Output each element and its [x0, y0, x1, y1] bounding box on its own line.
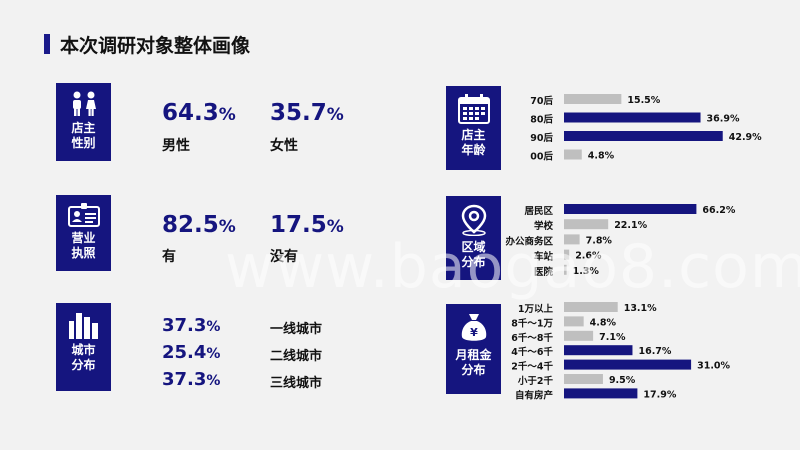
area-category-label: 车站: [534, 251, 554, 263]
license-no-label: 没有: [270, 249, 298, 265]
page-title: 本次调研对象整体画像: [60, 35, 251, 57]
area-category-label: 医院: [534, 266, 554, 278]
rent-bar: [564, 374, 603, 384]
rent-value-label: 9.5%: [609, 375, 636, 386]
rent-bar: [564, 302, 618, 312]
rent-value-label: 4.8%: [590, 317, 617, 328]
rent-category-label: 8千～1万: [511, 317, 553, 329]
male-label: 男性: [162, 138, 190, 154]
area-category-label: 办公商务区: [505, 235, 553, 247]
tier2-label: 二线城市: [270, 349, 323, 364]
city-label-2: 分布: [71, 358, 96, 372]
age-icon-box: 店主 年龄: [446, 86, 501, 170]
rent-category-label: 6千～8千: [511, 332, 553, 344]
rent-category-label: 自有房产: [515, 389, 554, 401]
location-pin-icon: [461, 204, 486, 236]
age-value-label: 36.9%: [707, 114, 740, 125]
rent-category-label: 4千～6千: [511, 346, 553, 358]
rent-bar: [564, 388, 638, 399]
people-icon: [72, 91, 96, 116]
svg-text:¥: ¥: [470, 326, 478, 339]
area-icon-box: 区域 分布: [446, 196, 501, 280]
area-bar: [564, 264, 567, 275]
tier1-label: 一线城市: [270, 322, 323, 337]
age-category-label: 80后: [530, 114, 553, 126]
tier3-label: 三线城市: [270, 376, 323, 391]
age-value-label: 15.5%: [627, 95, 660, 106]
male-value: 64.3%: [162, 100, 236, 126]
rent-icon-box: ¥ 月租金 分布: [446, 304, 501, 394]
rent-label-1: 月租金: [455, 348, 492, 362]
age-value-label: 4.8%: [588, 151, 615, 162]
id-card-icon: [67, 203, 100, 227]
rent-value-label: 16.7%: [638, 346, 671, 357]
license-no-value: 17.5%: [270, 212, 344, 238]
area-value-label: 66.2%: [702, 205, 735, 216]
city-label-1: 城市: [71, 343, 96, 357]
rent-value-label: 13.1%: [624, 303, 657, 314]
age-label-1: 店主: [461, 128, 486, 142]
rent-value-label: 17.9%: [643, 389, 676, 400]
area-value-label: 22.1%: [614, 220, 647, 231]
age-category-label: 00后: [530, 151, 553, 163]
area-label-2: 分布: [461, 255, 486, 269]
area-bar: [564, 234, 580, 245]
area-value-label: 2.6%: [575, 251, 602, 262]
rent-category-label: 1万以上: [518, 303, 554, 315]
age-bar: [564, 112, 701, 123]
rent-category-label: 2千～4千: [511, 361, 553, 373]
license-yes-value: 82.5%: [162, 212, 236, 238]
area-bar: [564, 204, 697, 214]
age-bar: [564, 131, 723, 141]
money-bag-icon: ¥: [461, 314, 486, 341]
license-label-1: 营业: [71, 231, 96, 245]
rent-label-2: 分布: [461, 363, 486, 377]
area-category-label: 学校: [534, 220, 554, 232]
license-yes-label: 有: [162, 249, 176, 265]
calendar-icon: [457, 94, 490, 124]
age-category-label: 70后: [530, 95, 553, 107]
age-bar: [564, 149, 582, 160]
rent-value-label: 31.0%: [697, 361, 730, 372]
area-bar: [564, 249, 570, 260]
area-bar: [564, 219, 609, 230]
rent-bar: [564, 316, 584, 327]
buildings-icon: [68, 313, 98, 339]
title-accent-bar: [44, 34, 50, 54]
female-label: 女性: [270, 138, 298, 154]
age-label-2: 年龄: [461, 143, 486, 157]
license-icon-box: 营业 执照: [56, 195, 111, 271]
rent-bar: [564, 359, 692, 370]
tier1-value: 37.3%: [162, 315, 221, 336]
area-value-label: 7.8%: [586, 235, 613, 246]
rent-value-label: 7.1%: [599, 332, 626, 343]
license-label-2: 执照: [71, 246, 96, 260]
rent-bar: [564, 345, 633, 356]
city-icon-box: 城市 分布: [56, 303, 111, 391]
rent-category-label: 小于2千: [517, 375, 554, 387]
area-label-1: 区域: [461, 240, 486, 254]
area-category-label: 居民区: [524, 206, 553, 217]
gender-icon-box: 店主 性别: [56, 83, 111, 161]
age-value-label: 42.9%: [729, 132, 762, 143]
tier3-value: 37.3%: [162, 369, 221, 390]
age-bar: [564, 94, 622, 104]
tier2-value: 25.4%: [162, 342, 221, 363]
age-category-label: 90后: [530, 132, 553, 144]
gender-label-2: 性别: [71, 136, 96, 150]
gender-label-1: 店主: [71, 121, 96, 135]
female-value: 35.7%: [270, 100, 344, 126]
area-value-label: 1.3%: [573, 266, 600, 277]
rent-bar: [564, 330, 594, 341]
